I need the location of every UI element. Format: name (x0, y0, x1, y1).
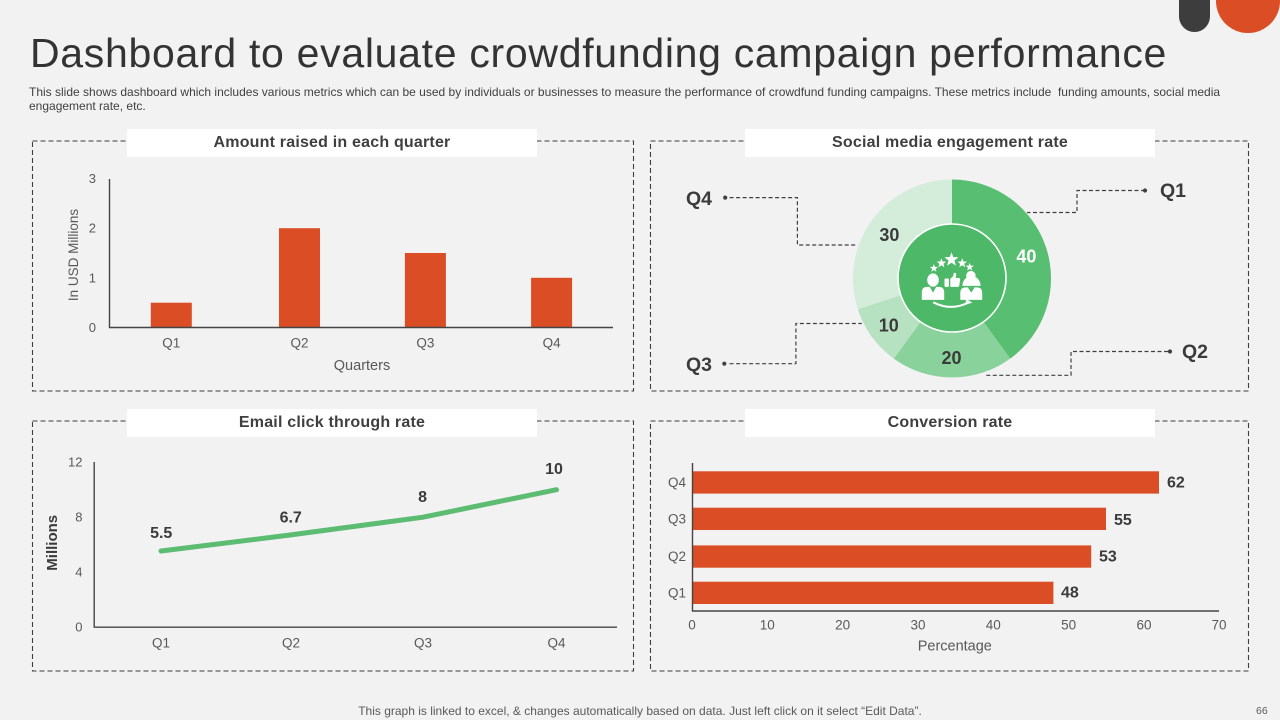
svg-text:0: 0 (688, 618, 696, 633)
svg-text:30: 30 (910, 618, 925, 633)
svg-text:Q3: Q3 (416, 336, 434, 351)
svg-text:In USD Millions: In USD Millions (66, 209, 81, 302)
svg-text:0: 0 (75, 620, 82, 635)
svg-text:70: 70 (1211, 618, 1226, 633)
svg-text:20: 20 (835, 618, 850, 633)
svg-text:Q4: Q4 (668, 475, 687, 490)
svg-text:10: 10 (545, 461, 563, 478)
svg-text:8: 8 (75, 510, 82, 525)
svg-text:3: 3 (89, 171, 96, 186)
svg-text:Q2: Q2 (282, 636, 300, 651)
svg-text:Quarters: Quarters (334, 358, 390, 374)
svg-text:Q2: Q2 (1182, 341, 1208, 363)
svg-text:55: 55 (1114, 512, 1132, 529)
svg-text:30: 30 (879, 225, 899, 245)
svg-text:20: 20 (941, 348, 961, 368)
svg-text:62: 62 (1167, 475, 1185, 492)
svg-text:50: 50 (1061, 618, 1076, 633)
svg-text:40: 40 (1016, 247, 1036, 267)
svg-text:Q1: Q1 (668, 585, 686, 600)
svg-text:53: 53 (1099, 548, 1117, 565)
svg-text:10: 10 (760, 618, 775, 633)
svg-text:48: 48 (1061, 585, 1079, 602)
svg-text:8: 8 (418, 489, 427, 506)
svg-text:Q4: Q4 (543, 336, 562, 351)
svg-text:Q1: Q1 (162, 336, 180, 351)
svg-text:Percentage: Percentage (918, 639, 992, 655)
svg-text:4: 4 (75, 565, 82, 580)
svg-text:60: 60 (1136, 618, 1151, 633)
svg-text:2: 2 (89, 221, 96, 236)
svg-text:Q1: Q1 (152, 636, 170, 651)
svg-text:Q4: Q4 (686, 188, 712, 210)
svg-text:5.5: 5.5 (150, 525, 172, 542)
svg-text:Q1: Q1 (1160, 180, 1186, 202)
svg-text:Millions: Millions (44, 515, 61, 571)
svg-text:12: 12 (68, 455, 82, 470)
svg-text:Q3: Q3 (414, 636, 432, 651)
svg-text:Q2: Q2 (290, 336, 308, 351)
svg-text:0: 0 (89, 320, 96, 335)
svg-text:40: 40 (986, 618, 1001, 633)
svg-text:6.7: 6.7 (280, 510, 302, 527)
svg-text:Q3: Q3 (668, 512, 686, 527)
svg-text:Q2: Q2 (668, 549, 686, 564)
svg-text:Q3: Q3 (686, 354, 712, 376)
svg-text:Q4: Q4 (547, 636, 566, 651)
svg-text:1: 1 (89, 270, 96, 285)
svg-text:10: 10 (879, 316, 899, 336)
